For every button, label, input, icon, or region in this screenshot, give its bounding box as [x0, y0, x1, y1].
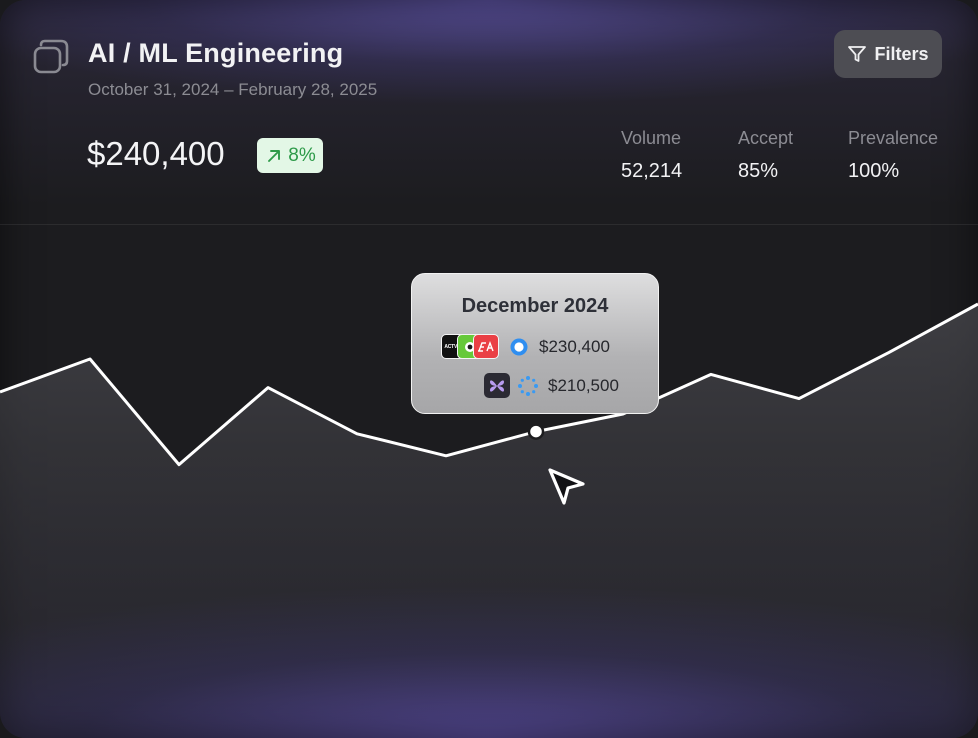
- divider: [0, 224, 978, 225]
- duolingo-owl-icon: [465, 341, 475, 352]
- page-title: AI / ML Engineering: [88, 38, 344, 68]
- highlighted-point[interactable]: [527, 423, 545, 440]
- change-badge: 8%: [257, 138, 323, 173]
- ea-mark-icon: [478, 340, 494, 352]
- tooltip-title: December 2024: [461, 295, 609, 317]
- tooltip-value: $210,500: [548, 375, 619, 395]
- date-range: October 31, 2024 – February 28, 2025: [88, 80, 378, 99]
- tooltip-value: $230,400: [539, 336, 610, 356]
- perplexity-mark-icon: [490, 379, 504, 392]
- filter-icon: [848, 46, 867, 62]
- chart-tooltip: December 2024 ACTVSN $230,400: [411, 273, 659, 414]
- stat-volume: Volume 52,214: [621, 128, 682, 183]
- change-value: 8%: [288, 144, 316, 166]
- ea-logo: [473, 334, 499, 359]
- arrow-up-right-icon: [268, 149, 281, 162]
- mouse-pointer-icon: [548, 468, 585, 505]
- tooltip-row: ACTVSN $230,400: [441, 334, 610, 359]
- total-amount: $240,400: [87, 135, 225, 172]
- perplexity-logo: [484, 373, 510, 398]
- filters-label: Filters: [874, 43, 929, 64]
- stat-label: Prevalence: [848, 128, 939, 148]
- stat-accept: Accept 85%: [738, 128, 793, 183]
- filters-button[interactable]: Filters: [834, 30, 942, 78]
- stat-value: 100%: [848, 160, 900, 182]
- area-fill: [0, 304, 978, 738]
- stat-prevalence: Prevalence 100%: [848, 128, 938, 183]
- tooltip-row: $210,500: [484, 373, 619, 398]
- stat-value: 52,214: [621, 160, 683, 182]
- stat-label: Volume: [621, 128, 682, 148]
- ring-icon: [510, 338, 528, 355]
- stat-value: 85%: [738, 160, 779, 182]
- loading-spinner-icon: [518, 375, 538, 396]
- stacked-cards-icon: [33, 39, 69, 74]
- series-line: [0, 302, 978, 467]
- stat-label: Accept: [738, 128, 794, 148]
